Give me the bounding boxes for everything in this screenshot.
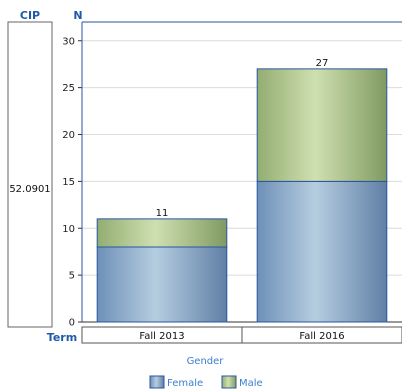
category-labels: Fall 2013 Fall 2016 <box>139 331 344 342</box>
plot-area: 0 5 10 15 20 25 30 11 27 <box>62 21 402 329</box>
bar-male <box>96 218 228 248</box>
data-label-total: 11 <box>156 208 169 219</box>
cip-value: 52.0901 <box>9 184 50 195</box>
legend-swatch-male <box>221 375 237 389</box>
cip-panel <box>7 21 53 328</box>
y-tick-label: 25 <box>62 83 75 94</box>
term-header: Term <box>47 331 77 344</box>
y-tick-label: 30 <box>62 36 75 47</box>
legend: Female Male <box>149 375 263 389</box>
bar-female <box>256 180 388 323</box>
y-tick-label: 15 <box>62 177 75 188</box>
y-tick-label: 0 <box>69 318 75 329</box>
bar-female <box>96 246 228 323</box>
bar-male <box>256 68 388 182</box>
legend-label-male: Male <box>239 378 263 389</box>
category-label: Fall 2016 <box>299 331 344 342</box>
y-axis-header: N <box>73 9 82 22</box>
category-label: Fall 2013 <box>139 331 184 342</box>
data-label-total: 27 <box>316 58 329 69</box>
y-tick-label: 10 <box>62 224 75 235</box>
legend-title: Gender <box>187 356 225 367</box>
cip-header: CIP <box>20 9 40 22</box>
y-tick-label: 20 <box>62 130 75 141</box>
legend-label-female: Female <box>167 378 203 389</box>
y-tick-label: 5 <box>69 271 75 282</box>
legend-swatch-female <box>149 375 165 389</box>
